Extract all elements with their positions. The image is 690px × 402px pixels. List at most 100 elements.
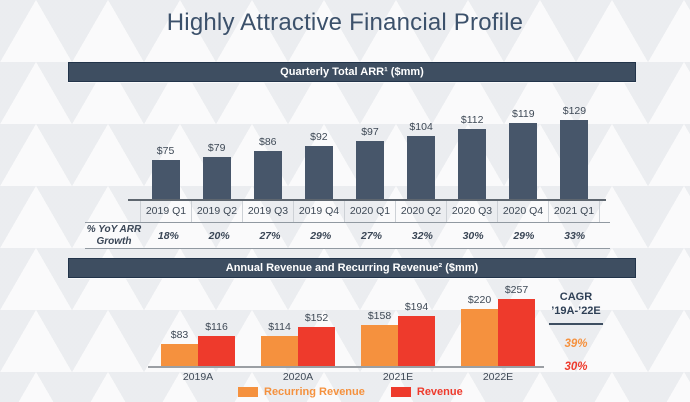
rev-bar-recurring-revenue — [161, 344, 198, 366]
arr-column: $86 — [242, 105, 293, 199]
arr-bar — [151, 160, 180, 199]
rev-bar-recurring-revenue — [361, 325, 398, 366]
arr-column: $79 — [191, 105, 242, 199]
rev-value-label: $114 — [268, 321, 291, 334]
arr-category-label: 2021 Q1 — [549, 201, 600, 222]
rev-bar-wrap: $114 — [261, 321, 298, 366]
arr-column: $75 — [140, 105, 191, 199]
rev-bar-recurring-revenue — [261, 336, 298, 366]
yoy-value: 27% — [259, 229, 281, 242]
legend-label-recurring-revenue: Recurring Revenue — [264, 386, 365, 398]
yoy-value: 30% — [462, 229, 484, 242]
revenue-section-header: Annual Revenue and Recurring Revenue² ($… — [68, 258, 636, 278]
arr-bar — [304, 145, 333, 199]
rev-bar-group: $220 $257 — [448, 284, 548, 366]
yoy-value: 20% — [208, 229, 230, 242]
arr-column: $112 — [447, 105, 498, 199]
arr-value-label: $104 — [409, 120, 433, 133]
arr-value-label: $75 — [156, 145, 175, 157]
arr-category-label: 2020 Q3 — [447, 201, 498, 222]
arr-category-label: 2019 Q1 — [141, 201, 192, 222]
rev-category-label: 2020A — [282, 371, 314, 383]
revenue-bar-chart: $83 $116 $114 $152 $158 $194 $220 $257 — [148, 272, 548, 366]
rev-category-label: 2022E — [482, 371, 514, 383]
rev-bar-revenue — [298, 326, 335, 366]
yoy-row-label: % YoY ARR Growth — [86, 223, 142, 247]
yoy-value: 29% — [310, 229, 332, 242]
arr-bar — [509, 122, 538, 199]
rev-bar-group: $83 $116 — [148, 321, 248, 366]
rev-bar-wrap: $152 — [298, 311, 335, 366]
arr-value-label: $112 — [460, 113, 484, 126]
cagr-block: CAGR ’19A-’22E 39% 30% — [540, 291, 612, 373]
rev-bar-recurring-revenue — [461, 308, 498, 366]
yoy-value: 18% — [157, 229, 179, 242]
arr-category-label: 2020 Q1 — [345, 201, 396, 222]
legend-item-recurring-revenue: Recurring Revenue — [238, 386, 365, 398]
arr-category-label: 2019 Q3 — [243, 201, 294, 222]
rev-value-label: $116 — [205, 320, 228, 333]
arr-category-label: 2019 Q2 — [192, 201, 243, 222]
arr-bar — [253, 150, 282, 199]
cagr-divider — [549, 322, 603, 325]
rev-value-label: $257 — [504, 284, 529, 297]
arr-category-label: 2019 Q4 — [294, 201, 345, 222]
arr-bar-chart: $75 $79 $86 $92 $97 $104 $112 $119 $129 — [140, 105, 600, 199]
cagr-title: CAGR — [559, 291, 593, 303]
arr-column: $92 — [293, 105, 344, 199]
rev-value-label: $194 — [404, 300, 429, 313]
yoy-growth-row: % YoY ARR Growth 18% 20% 27% 29% 27% 32% 30% 29… — [85, 222, 610, 249]
arr-bar — [407, 135, 436, 199]
cagr-recurring-revenue-value: 39% — [564, 337, 588, 350]
arr-section-header: Quarterly Total ARR¹ ($mm) — [68, 62, 636, 82]
yoy-values: 18% 20% 27% 29% 27% 32% 30% 29% 33% — [143, 230, 600, 242]
arr-column: $104 — [396, 105, 447, 199]
arr-bar — [355, 141, 384, 199]
rev-value-label: $158 — [367, 310, 392, 322]
arr-bar — [560, 120, 589, 199]
rev-bar-wrap: $83 — [161, 329, 198, 366]
arr-value-label: $92 — [310, 130, 328, 143]
rev-category-label: 2019A — [182, 371, 214, 383]
rev-bar-group: $158 $194 — [348, 301, 448, 366]
rev-bar-wrap: $257 — [498, 284, 535, 366]
rev-value-label: $220 — [467, 293, 492, 306]
arr-x-axis-line — [128, 199, 606, 201]
rev-bar-wrap: $158 — [361, 310, 398, 366]
arr-value-label: $79 — [207, 141, 226, 154]
arr-category-label: 2020 Q4 — [498, 201, 549, 222]
rev-bar-wrap: $220 — [461, 294, 498, 366]
revenue-swatch-icon — [390, 387, 411, 397]
arr-column: $129 — [549, 105, 600, 199]
cagr-revenue-value: 30% — [564, 360, 588, 373]
legend-label-revenue: Revenue — [416, 386, 463, 398]
rev-value-label: $83 — [170, 329, 189, 342]
legend-item-revenue: Revenue — [390, 386, 463, 398]
rev-bar-revenue — [398, 315, 435, 366]
revenue-chart-legend: Recurring Revenue Revenue — [238, 386, 463, 398]
rev-category-label: 2021E — [382, 371, 414, 383]
arr-column: $97 — [344, 105, 395, 199]
yoy-value: 29% — [513, 229, 535, 242]
rev-bar-group: $114 $152 — [248, 311, 348, 366]
arr-bar — [458, 128, 487, 199]
yoy-value: 27% — [361, 229, 383, 242]
rev-value-label: $152 — [304, 311, 329, 324]
arr-column: $119 — [498, 105, 549, 199]
recurring-revenue-swatch-icon — [238, 387, 258, 397]
revenue-x-axis-line — [148, 366, 544, 368]
rev-bar-wrap: $194 — [398, 301, 435, 366]
arr-value-label: $97 — [361, 126, 379, 139]
arr-category-label: 2020 Q2 — [396, 201, 447, 222]
arr-bar — [202, 156, 231, 199]
revenue-x-axis-labels: 2019A 2020A 2021E 2022E — [148, 371, 548, 383]
yoy-value: 32% — [411, 229, 433, 242]
arr-x-axis-labels: 2019 Q1 2019 Q2 2019 Q3 2019 Q4 2020 Q1 2020 … — [140, 201, 600, 222]
arr-value-label: $129 — [562, 105, 587, 117]
rev-bar-revenue — [198, 335, 235, 366]
cagr-subtitle: ’19A-’22E — [551, 304, 601, 317]
arr-value-label: $86 — [259, 135, 277, 148]
page-title: Highly Attractive Financial Profile — [166, 9, 524, 36]
arr-value-label: $119 — [512, 107, 535, 120]
